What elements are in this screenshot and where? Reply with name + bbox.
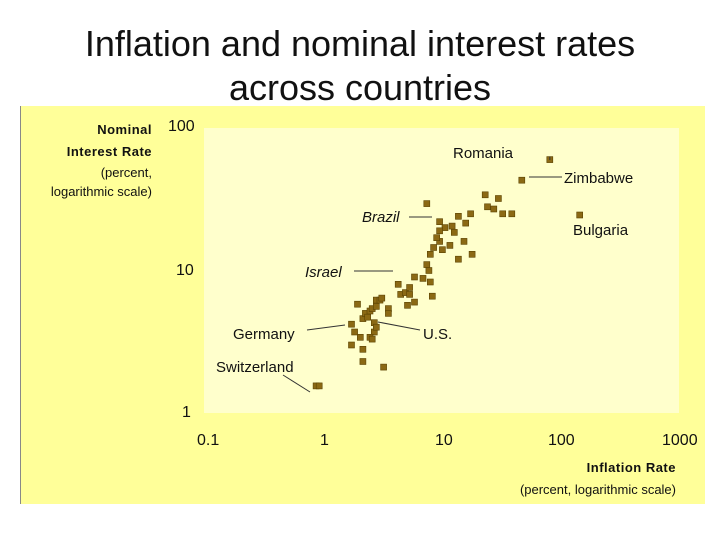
data-point-65 bbox=[576, 211, 584, 219]
data-point-56 bbox=[423, 200, 431, 207]
y-axis-label-line-2: Interest Rate bbox=[66, 144, 152, 159]
data-point-55 bbox=[436, 227, 443, 235]
data-point-18 bbox=[385, 310, 392, 317]
title-line-2: across countries bbox=[228, 67, 492, 108]
annotation-switzerland: Switzerland bbox=[216, 359, 294, 376]
data-point-58 bbox=[490, 205, 498, 213]
y-axis-note-line-2: logarithmic scale) bbox=[50, 184, 152, 199]
data-point-42 bbox=[433, 234, 441, 241]
data-point-49 bbox=[455, 255, 462, 263]
data-point-23 bbox=[359, 345, 367, 353]
y-tick-label-10: 10 bbox=[176, 262, 194, 279]
annotation-germany: Germany bbox=[233, 326, 295, 343]
data-point-22 bbox=[368, 335, 376, 343]
data-point-57 bbox=[481, 191, 489, 199]
data-point-13 bbox=[372, 303, 380, 310]
y-tick-label-1: 1 bbox=[182, 404, 191, 421]
data-point-47 bbox=[448, 222, 456, 230]
x-tick-label-1000: 1000 bbox=[662, 432, 698, 449]
data-point-19 bbox=[354, 300, 361, 308]
annotation-zimbabwe: Zimbabwe bbox=[564, 170, 633, 187]
data-point-30 bbox=[404, 301, 411, 309]
y-axis-label-line-1: Nominal bbox=[97, 122, 152, 137]
x-tick-label-1: 1 bbox=[320, 432, 329, 449]
data-point-50 bbox=[460, 238, 468, 245]
data-point-46 bbox=[446, 242, 454, 249]
data-point-62 bbox=[508, 210, 516, 218]
data-point-1 bbox=[315, 382, 323, 390]
data-point-45 bbox=[436, 218, 443, 225]
data-point-21 bbox=[372, 323, 380, 331]
data-point-39 bbox=[426, 251, 434, 258]
annotation-bulgaria: Bulgaria bbox=[573, 222, 629, 239]
data-point-16 bbox=[378, 294, 386, 302]
data-point-8 bbox=[364, 313, 372, 321]
data-point-31 bbox=[411, 298, 418, 306]
data-point-40 bbox=[430, 244, 437, 251]
data-point-33 bbox=[411, 273, 418, 281]
data-point-48 bbox=[450, 229, 458, 236]
leader-switzerland bbox=[282, 374, 311, 393]
data-point-63 bbox=[518, 176, 526, 184]
data-point-38 bbox=[428, 292, 436, 300]
panel-left-border bbox=[20, 106, 21, 504]
data-point-4 bbox=[348, 341, 355, 349]
data-point-53 bbox=[468, 251, 476, 258]
x-axis-label: Inflation Rate bbox=[586, 460, 676, 475]
x-axis-note: (percent, logarithmic scale) bbox=[519, 482, 676, 497]
data-point-32 bbox=[406, 284, 413, 291]
leader-lines bbox=[282, 156, 562, 393]
data-point-36 bbox=[425, 267, 433, 274]
data-point-37 bbox=[426, 278, 434, 286]
data-point-59 bbox=[484, 203, 491, 211]
slide-title: Inflation and nominal interest rates acr… bbox=[0, 22, 720, 110]
data-point-25 bbox=[380, 363, 387, 371]
plot-area bbox=[204, 128, 679, 413]
x-tick-label-100: 100 bbox=[548, 432, 575, 449]
annotation-brazil: Brazil bbox=[362, 209, 400, 226]
data-point-61 bbox=[499, 210, 507, 218]
data-point-26 bbox=[394, 280, 402, 288]
annotation-romania: Romania bbox=[453, 145, 514, 162]
data-point-60 bbox=[495, 195, 502, 202]
data-point-34 bbox=[419, 275, 427, 282]
leader-us bbox=[377, 321, 421, 331]
annotation-israel: Israel bbox=[305, 264, 342, 281]
data-point-3 bbox=[351, 328, 358, 336]
data-point-35 bbox=[423, 261, 431, 268]
y-axis-note-line-1: (percent, bbox=[100, 165, 152, 180]
data-point-2 bbox=[348, 320, 355, 328]
data-point-52 bbox=[455, 213, 462, 220]
data-point-24 bbox=[359, 358, 367, 365]
x-tick-label-0.1: 0.1 bbox=[197, 432, 220, 449]
annotation-us: U.S. bbox=[423, 326, 452, 343]
x-tick-label-10: 10 bbox=[435, 432, 453, 449]
data-point-51 bbox=[462, 219, 470, 227]
data-point-5 bbox=[356, 333, 364, 341]
y-tick-label-100: 100 bbox=[168, 118, 195, 135]
data-point-54 bbox=[467, 210, 474, 218]
data-point-43 bbox=[439, 246, 446, 253]
points-layer bbox=[312, 156, 584, 390]
title-line-1: Inflation and nominal interest rates bbox=[84, 23, 636, 64]
data-point-29 bbox=[406, 291, 413, 298]
leader-germany bbox=[306, 324, 346, 331]
